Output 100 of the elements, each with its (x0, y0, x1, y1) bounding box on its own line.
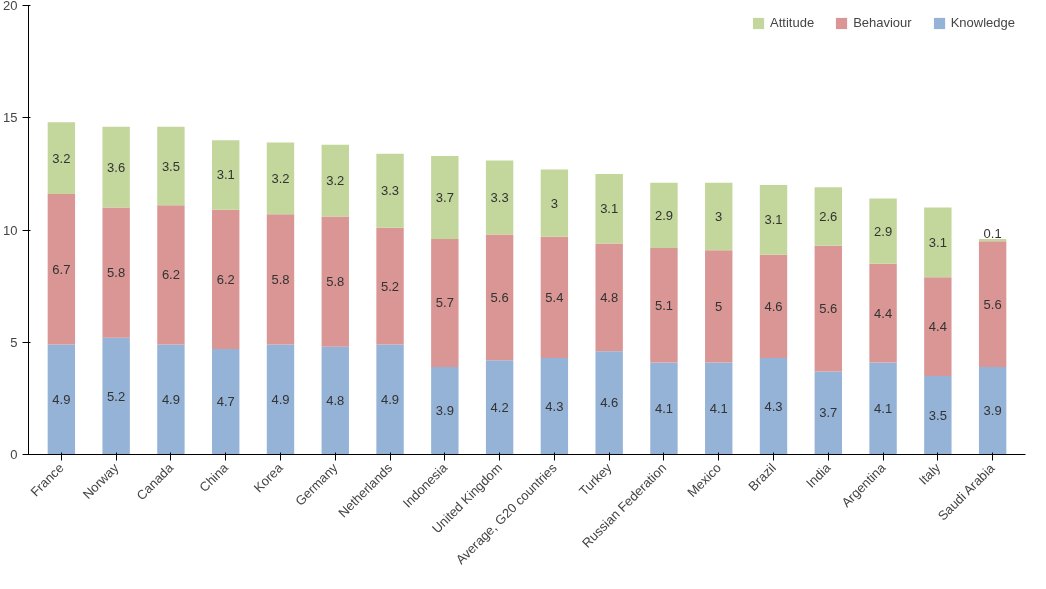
bar (266, 214, 295, 345)
data-label: 3.3 (381, 183, 400, 199)
legend-label: Attitude (770, 15, 815, 30)
data-label: 3.1 (928, 234, 947, 250)
bar (924, 207, 952, 278)
data-label: 4.6 (600, 395, 619, 411)
data-label: 3.6 (107, 159, 126, 175)
data-label: 5.2 (381, 278, 400, 294)
data-label: 3.2 (52, 150, 71, 166)
data-label: 4.8 (600, 289, 619, 305)
data-label: 4.1 (709, 400, 728, 416)
bar (595, 351, 623, 455)
data-label: 5.2 (107, 388, 126, 404)
bar (431, 155, 459, 239)
bar (924, 277, 952, 376)
data-label: 5.4 (545, 289, 564, 305)
bar (814, 245, 842, 372)
data-label: 4.8 (326, 393, 345, 409)
bar (869, 198, 897, 264)
bar (266, 344, 295, 455)
data-label: 0.1 (983, 225, 1002, 241)
bar (376, 344, 404, 455)
y-tick-label: 15 (3, 110, 18, 126)
data-label: 2.9 (874, 223, 893, 239)
data-label: 5.8 (107, 265, 126, 281)
data-label: 6.2 (161, 267, 180, 283)
bar (321, 346, 349, 455)
data-label: 4.4 (928, 319, 947, 335)
data-label: 3.3 (490, 189, 509, 205)
bar (47, 122, 76, 195)
bar (47, 194, 76, 345)
data-label: 3.7 (435, 189, 454, 205)
bar (540, 236, 569, 358)
bar (212, 209, 240, 349)
data-label: 4.1 (654, 400, 673, 416)
data-label: 4.4 (874, 305, 893, 321)
bar (759, 357, 788, 455)
data-label: 3.9 (983, 403, 1002, 419)
bar (102, 207, 130, 338)
data-label: 4.7 (216, 394, 235, 410)
data-label: 3.1 (216, 167, 235, 183)
bar (485, 234, 514, 361)
bar (157, 344, 185, 455)
data-label: 4.3 (764, 398, 783, 414)
data-label: 4.1 (874, 400, 893, 416)
bar (814, 187, 842, 246)
data-label: 4.9 (381, 392, 400, 407)
data-label: 5.8 (326, 274, 345, 290)
data-label: 5.1 (654, 297, 673, 313)
data-label: 4.9 (161, 392, 180, 407)
data-label: 4.9 (52, 392, 71, 407)
data-label: 5.7 (435, 295, 454, 311)
y-tick-label: 20 (3, 0, 18, 13)
bar (212, 140, 240, 210)
bar (759, 254, 788, 358)
bar (431, 238, 459, 367)
legend-label: Knowledge (950, 15, 1015, 30)
data-label: 3.2 (271, 170, 290, 186)
bar (924, 375, 952, 455)
data-label: 2.6 (819, 209, 838, 225)
bar (705, 182, 733, 251)
data-label: 4.6 (764, 298, 783, 314)
bar (157, 205, 185, 345)
data-label: 3 (550, 195, 559, 211)
legend-label: Behaviour (853, 15, 912, 30)
bar (321, 216, 349, 347)
data-label: 3.5 (928, 407, 947, 423)
bar (266, 142, 295, 215)
data-label: 5.8 (271, 271, 290, 287)
data-label: 5.6 (819, 301, 838, 317)
bar (595, 173, 623, 244)
data-label: 3.1 (764, 212, 783, 228)
bar (47, 344, 76, 455)
bar (540, 357, 569, 455)
bar (431, 366, 459, 455)
bar (978, 241, 1007, 367)
bar (595, 243, 623, 352)
bar (650, 362, 678, 455)
bar (485, 160, 514, 235)
bar (869, 362, 897, 455)
bar (705, 250, 733, 363)
bar (102, 337, 130, 455)
bar (759, 185, 788, 255)
data-label: 6.7 (52, 261, 71, 277)
x-tick-label: Italy (915, 459, 944, 488)
data-label: 5 (715, 298, 723, 314)
data-label: 6.2 (216, 271, 235, 287)
bar (650, 247, 678, 363)
data-label: 4.9 (271, 392, 290, 407)
y-tick-label: 0 (10, 447, 18, 462)
bar (102, 126, 130, 208)
bar (814, 371, 842, 455)
data-label: 3.9 (435, 403, 454, 419)
bar (705, 362, 733, 455)
data-label: 3.1 (600, 201, 619, 217)
y-tick-label: 10 (3, 222, 18, 238)
y-tick-label: 5 (10, 334, 18, 350)
bar (650, 182, 678, 248)
bar (212, 348, 240, 455)
data-label: 4.3 (545, 398, 564, 414)
